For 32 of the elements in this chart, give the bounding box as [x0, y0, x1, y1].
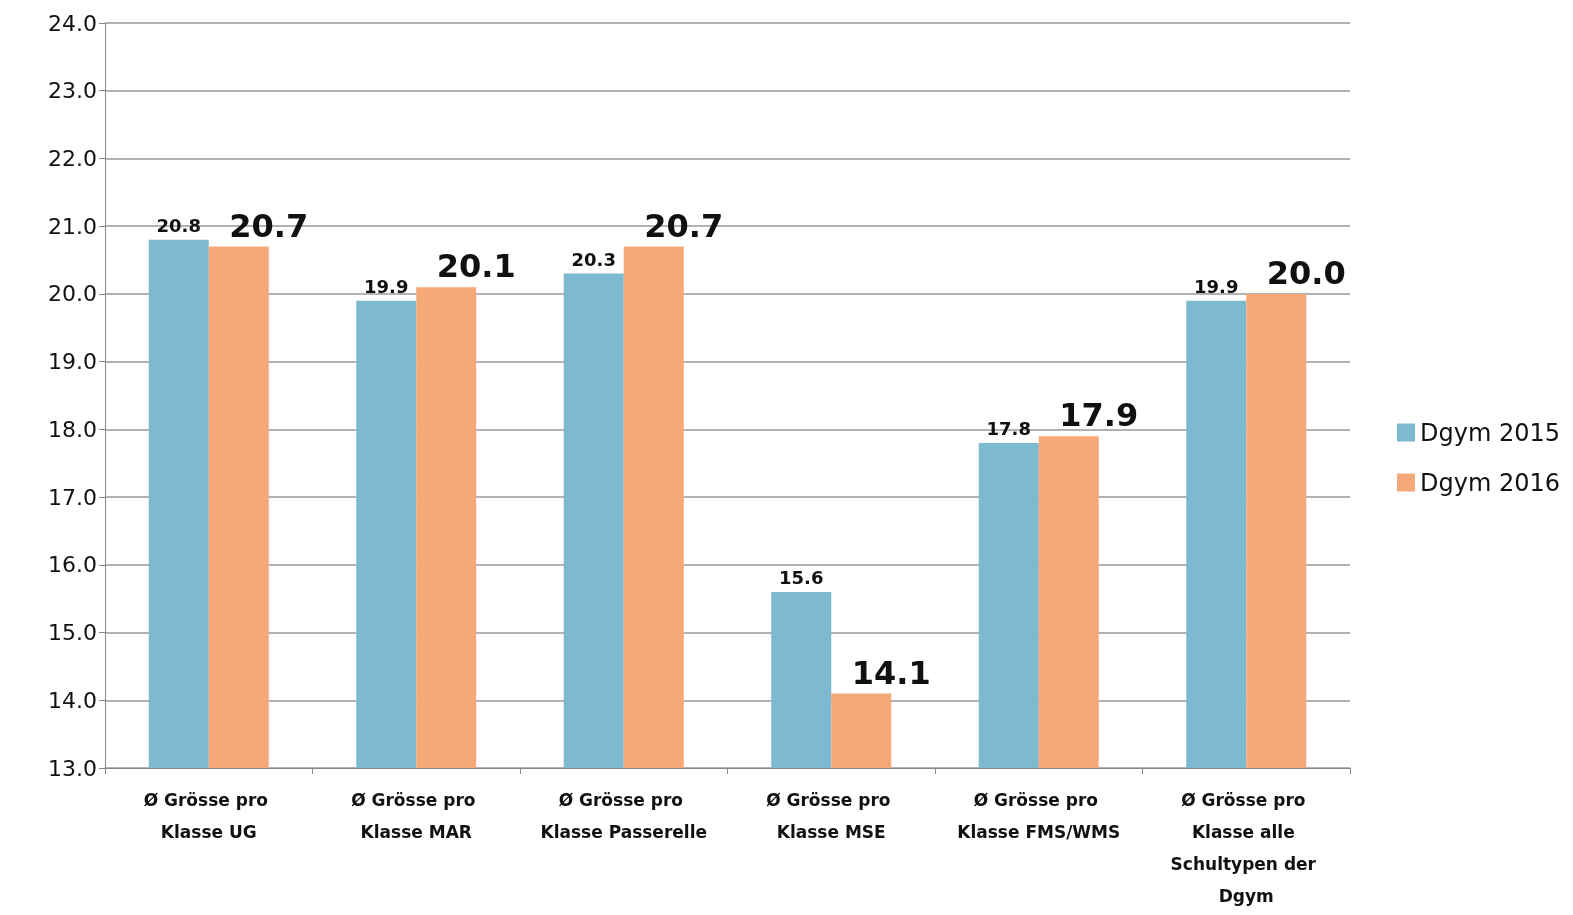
data-label: 20.7 [644, 206, 724, 245]
y-tick-label: 23.0 [48, 78, 97, 104]
y-tick-label: 15.0 [48, 620, 97, 646]
x-tick-label: Ø Grösse pro Klasse alle Schultypen der Dgym [1170, 790, 1322, 906]
y-tick-label: 13.0 [48, 755, 97, 781]
legend-label: Dgym 2016 [1420, 468, 1561, 497]
x-tick-label: Ø Grösse pro Klasse MAR [351, 790, 482, 842]
x-tick-label: Ø Grösse pro Klasse FMS/WMS [957, 790, 1121, 842]
legend-label: Dgym 2015 [1420, 418, 1561, 447]
y-tick-label: 17.0 [48, 484, 97, 510]
y-tick-label: 21.0 [48, 213, 97, 239]
y-tick-label: 16.0 [48, 552, 97, 578]
data-label: 20.1 [436, 247, 516, 286]
y-tick-label: 24.0 [48, 10, 97, 36]
data-label: 20.7 [229, 206, 309, 245]
data-label: 20.0 [1266, 253, 1346, 292]
data-label: 15.6 [779, 567, 824, 589]
y-tick-label: 20.0 [48, 281, 97, 307]
data-label: 19.9 [364, 276, 409, 298]
data-label: 14.1 [851, 653, 931, 692]
y-tick-label: 18.0 [48, 416, 97, 442]
x-tick-label: Ø Grösse pro Klasse UG [143, 790, 274, 842]
data-label: 20.3 [571, 249, 616, 271]
y-tick-label: 19.0 [48, 349, 97, 375]
y-tick-label: 14.0 [48, 687, 97, 713]
data-label: 17.9 [1059, 396, 1139, 435]
data-label: 20.8 [156, 215, 201, 237]
data-label: 17.8 [986, 418, 1031, 440]
data-label: 19.9 [1194, 276, 1239, 298]
y-tick-label: 22.0 [48, 145, 97, 171]
x-tick-label: Ø Grösse pro Klasse MSE [766, 790, 897, 842]
x-tick-label: Ø Grösse pro Klasse Passerelle [540, 790, 707, 842]
